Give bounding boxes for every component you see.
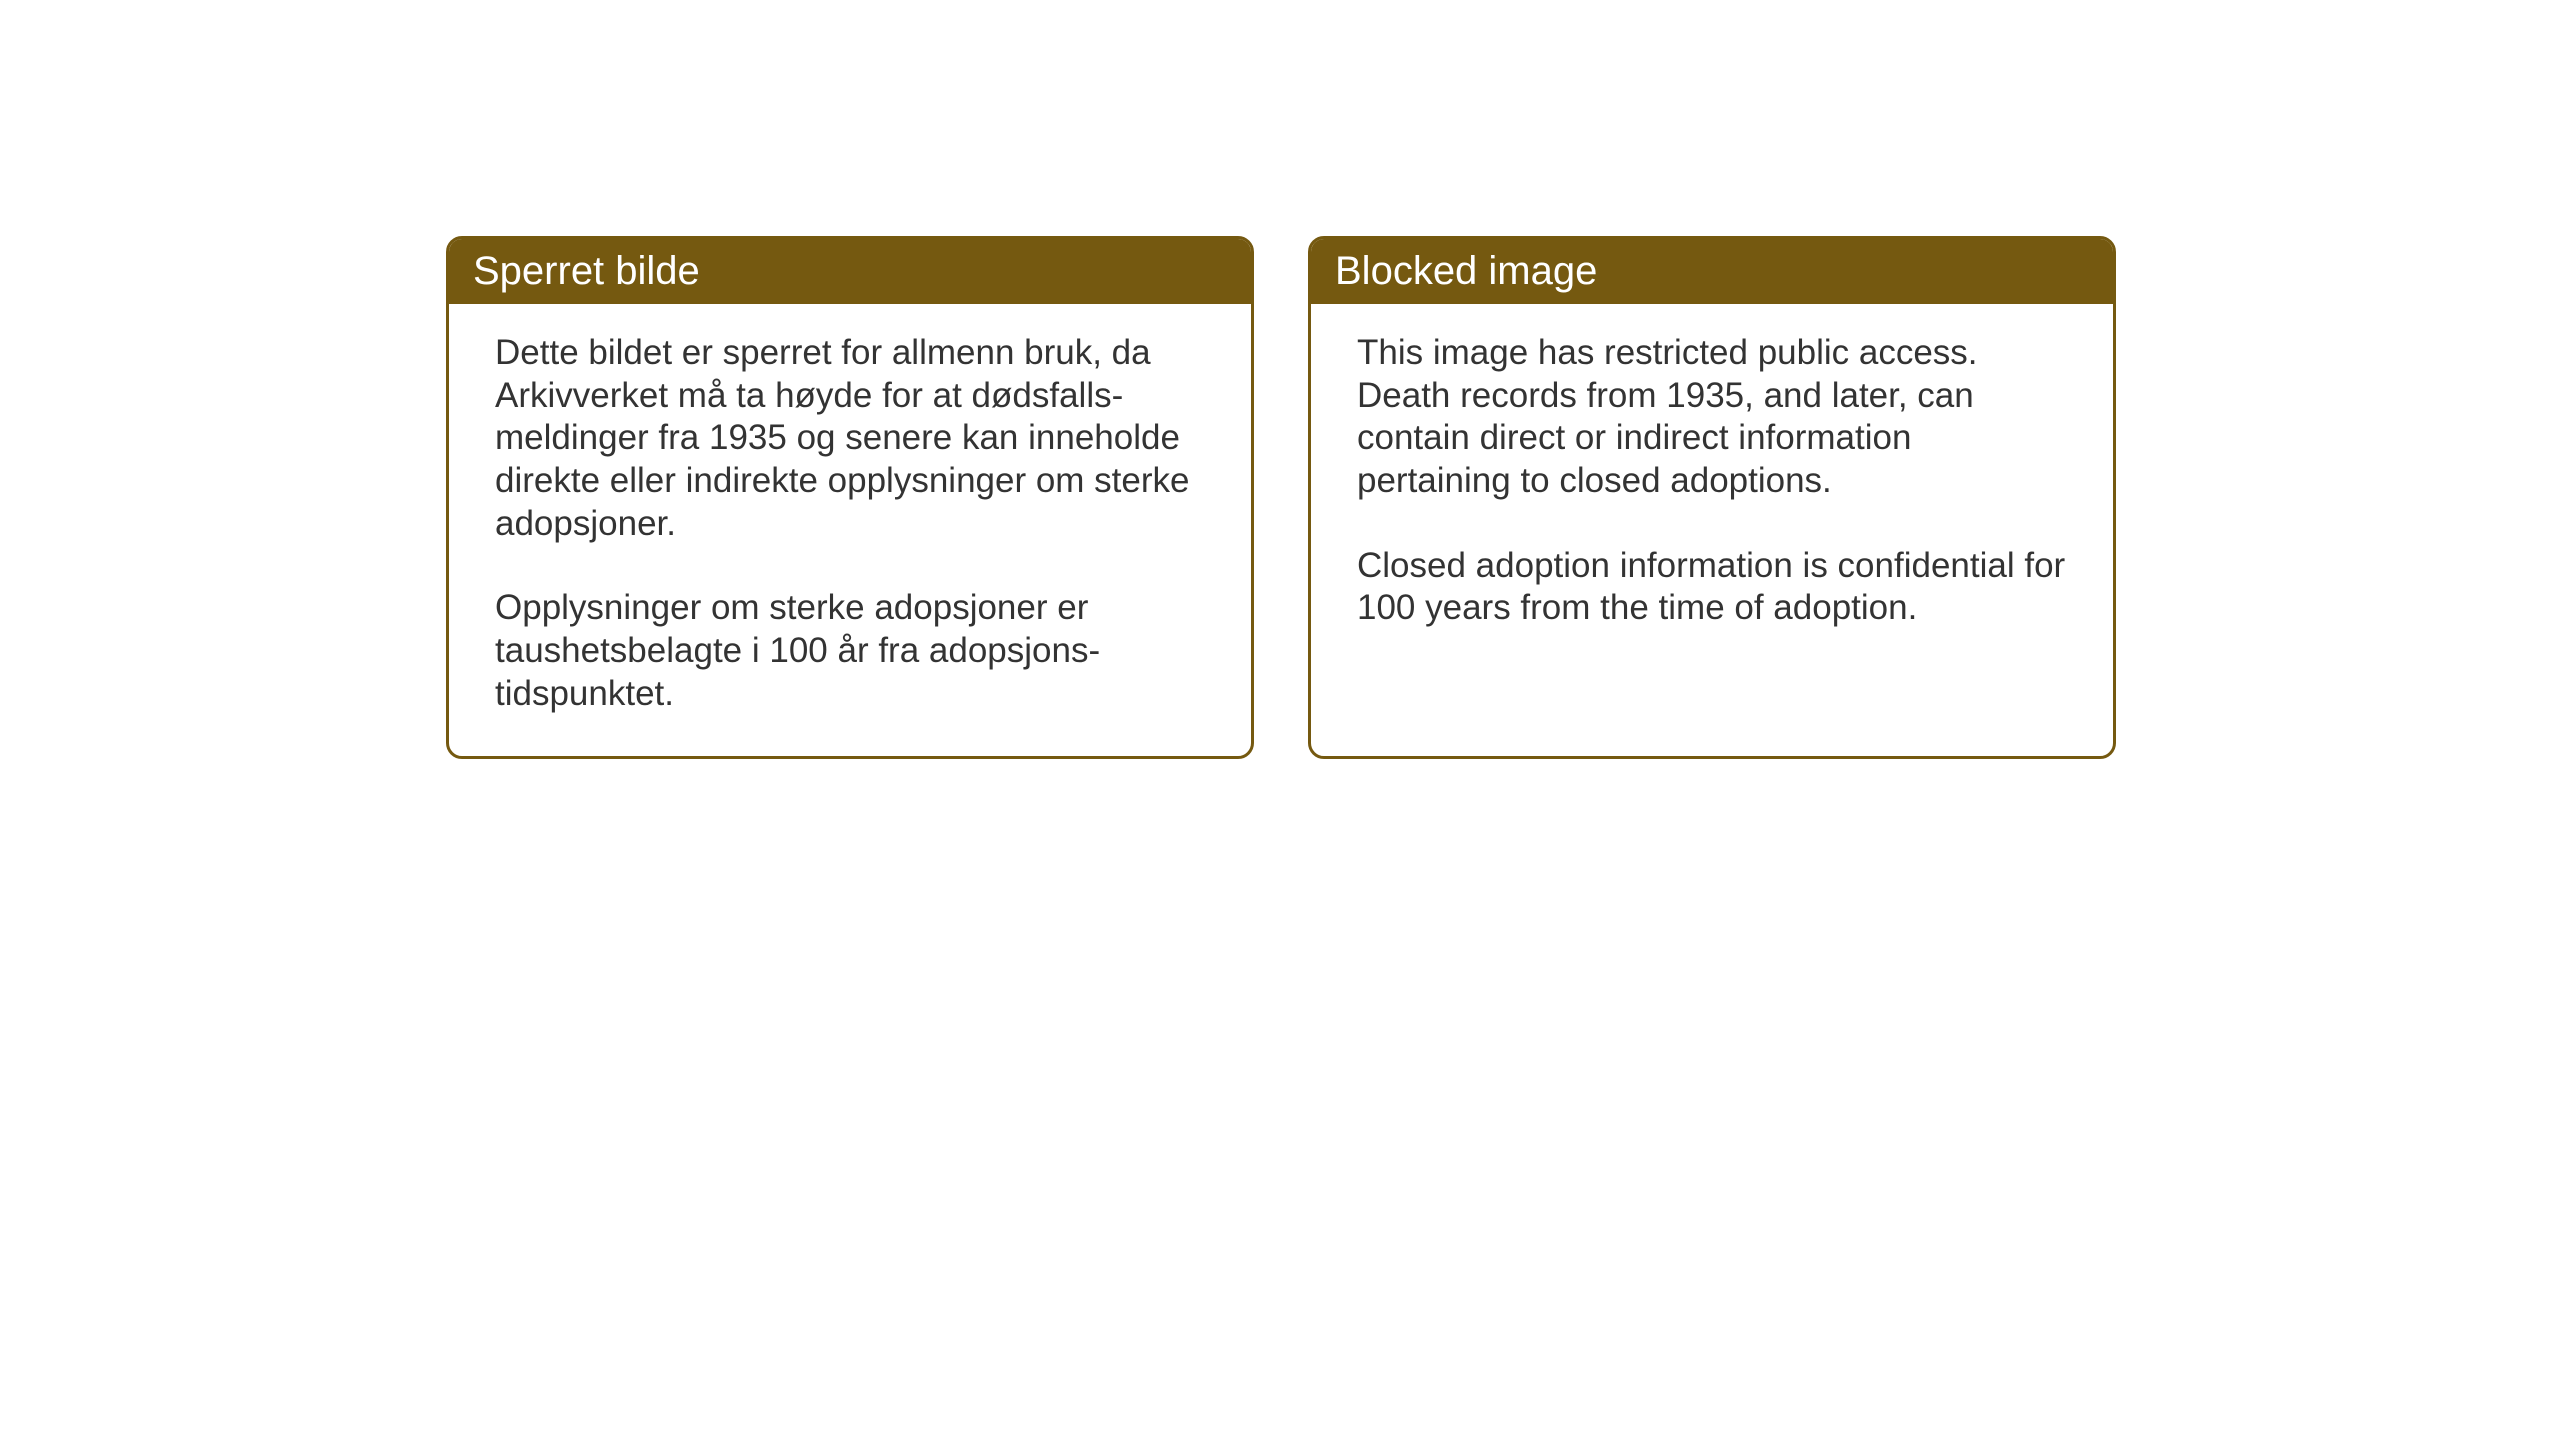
card-header-norwegian: Sperret bilde bbox=[449, 239, 1251, 304]
card-title-english: Blocked image bbox=[1335, 249, 1597, 293]
blocked-image-card-norwegian: Sperret bilde Dette bildet er sperret fo… bbox=[446, 236, 1254, 759]
card-paragraph-2-norwegian: Opplysninger om sterke adopsjoner er tau… bbox=[495, 587, 1205, 715]
card-body-norwegian: Dette bildet er sperret for allmenn bruk… bbox=[449, 304, 1251, 756]
cards-container: Sperret bilde Dette bildet er sperret fo… bbox=[446, 236, 2116, 759]
card-paragraph-1-norwegian: Dette bildet er sperret for allmenn bruk… bbox=[495, 332, 1205, 545]
blocked-image-card-english: Blocked image This image has restricted … bbox=[1308, 236, 2116, 759]
card-paragraph-1-english: This image has restricted public access.… bbox=[1357, 332, 2067, 503]
card-header-english: Blocked image bbox=[1311, 239, 2113, 304]
card-paragraph-2-english: Closed adoption information is confident… bbox=[1357, 545, 2067, 630]
card-body-english: This image has restricted public access.… bbox=[1311, 304, 2113, 670]
card-title-norwegian: Sperret bilde bbox=[473, 249, 700, 293]
